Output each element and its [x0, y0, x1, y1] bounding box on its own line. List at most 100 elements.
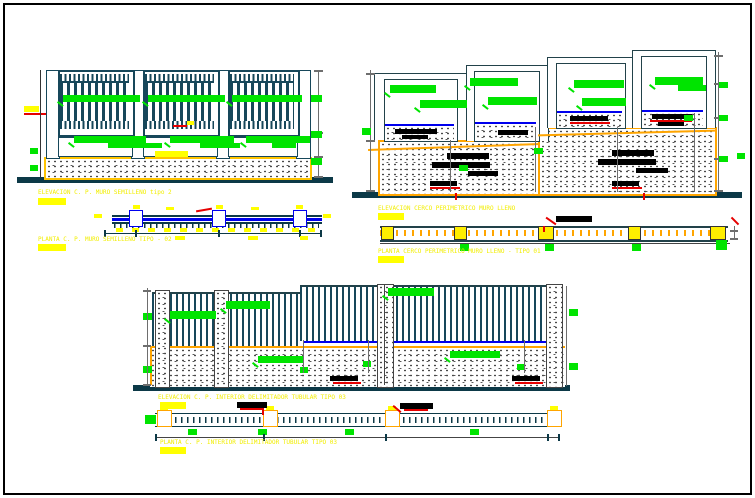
dimension-text: [188, 429, 197, 435]
dimension-line: [566, 286, 567, 386]
dimension-text: [545, 244, 554, 251]
view-elevation-muro-lleno: ELEVACION CERCO PERIMETRICO MURO LLENO: [0, 0, 755, 270]
plan-mark: [251, 207, 259, 210]
dimension-line: [104, 233, 322, 234]
elevation-title: ELEVACION C. P. MURO SEMILLENO tipo 2: [38, 189, 172, 196]
extension-line: [535, 127, 536, 192]
annotation-label: [420, 100, 467, 108]
dimension-tick: [366, 73, 375, 75]
annotation-black: [498, 130, 528, 135]
plan-wall: [155, 413, 560, 427]
dimension-text: [30, 148, 38, 154]
dimension-text: [632, 244, 641, 251]
annotation-label: [108, 143, 162, 148]
annotation-label: [232, 95, 302, 102]
annotation-label: [226, 301, 270, 309]
dimension-tick: [714, 158, 723, 160]
annotation-label: [488, 97, 537, 105]
dimension-line: [40, 70, 41, 177]
fence-panel: [58, 70, 135, 137]
plan-post: [385, 410, 400, 427]
annotation-red: [455, 193, 457, 200]
annotation-red: [240, 408, 264, 410]
dimension-tick: [143, 384, 151, 386]
dimension-tick: [385, 434, 387, 441]
annotation-black: [612, 181, 639, 186]
annotation-black: [636, 168, 668, 173]
dimension-text: [145, 415, 156, 424]
plan-post: [157, 410, 172, 427]
leader-red: [543, 226, 545, 232]
dimension-tick: [314, 156, 323, 158]
dimension-line: [147, 288, 148, 386]
dimension-text: [175, 236, 185, 240]
fence-panel: [228, 70, 300, 137]
dimension-text: [300, 367, 308, 373]
view-plan-muro-semilleno: PLANTA C. P. MURO SEMILLENO TIPO - 02: [0, 0, 360, 260]
annotation-red: [643, 193, 645, 200]
level-highlight: [155, 151, 188, 157]
annotation-black: [237, 402, 267, 408]
dimension-tick: [366, 190, 375, 192]
level-line: [24, 113, 46, 115]
annotation-black: [447, 153, 489, 159]
extension-line: [524, 340, 525, 373]
plan-mark: [160, 406, 168, 410]
dimension-text: [311, 95, 322, 102]
dimension-text: [94, 214, 102, 218]
dimension-tick: [135, 230, 137, 237]
dimension-text: [323, 214, 331, 218]
dimension-text: [470, 429, 479, 435]
annotation-black: [395, 129, 437, 134]
rebar-marks: [116, 228, 316, 232]
annotation-label: [450, 351, 500, 358]
extension-line: [694, 113, 695, 192]
elevation-title: ELEVACION CERCO PERIMETRICO MURO LLENO: [378, 205, 516, 212]
plan-mark: [550, 406, 558, 410]
annotation-black: [598, 159, 656, 165]
dimension-tick: [143, 345, 151, 347]
dimension-tick: [714, 117, 723, 119]
annotation-black: [658, 122, 684, 126]
scale-highlight: [378, 213, 404, 220]
annotation-red: [515, 382, 543, 384]
ground-line: [133, 385, 570, 391]
plan-post: [628, 226, 641, 240]
annotation-label: [246, 136, 310, 143]
dimension-text: [258, 429, 267, 435]
dimension-tick: [714, 83, 723, 85]
dimension-line: [380, 243, 730, 244]
annotation-label: [470, 78, 518, 86]
annotation-label: [390, 85, 436, 93]
annotation-label: [148, 95, 225, 102]
dimension-text: [363, 361, 371, 367]
extension-line: [450, 140, 451, 192]
annotation-black: [612, 150, 654, 156]
plan-mark: [296, 205, 303, 209]
fence-post: [377, 284, 394, 388]
dimension-text: [569, 309, 578, 316]
sheet-border: [3, 3, 752, 495]
dimension-tick: [218, 230, 220, 237]
dimension-text: [30, 165, 38, 171]
dimension-text: [684, 115, 693, 121]
dimension-tick: [314, 176, 323, 178]
annotation-red: [333, 382, 361, 384]
annotation-black: [468, 171, 498, 176]
annotation-black: [556, 216, 592, 222]
plan-wall: [380, 226, 728, 242]
dimension-tick: [558, 434, 560, 441]
plan-title: PLANTA C. P. INTERIOR DELIMITADOR TUBULA…: [160, 439, 338, 446]
dimension-text: [311, 158, 322, 165]
dimension-tick: [320, 230, 322, 237]
dimension-tick: [314, 70, 323, 72]
annotation-red: [173, 125, 187, 127]
leader-red: [262, 409, 264, 415]
scale-highlight: [38, 198, 66, 205]
plan-post: [212, 210, 226, 227]
scale-highlight: [378, 256, 404, 263]
plan-post: [547, 410, 562, 427]
annotation-black: [570, 116, 608, 121]
plan-post: [710, 226, 726, 240]
